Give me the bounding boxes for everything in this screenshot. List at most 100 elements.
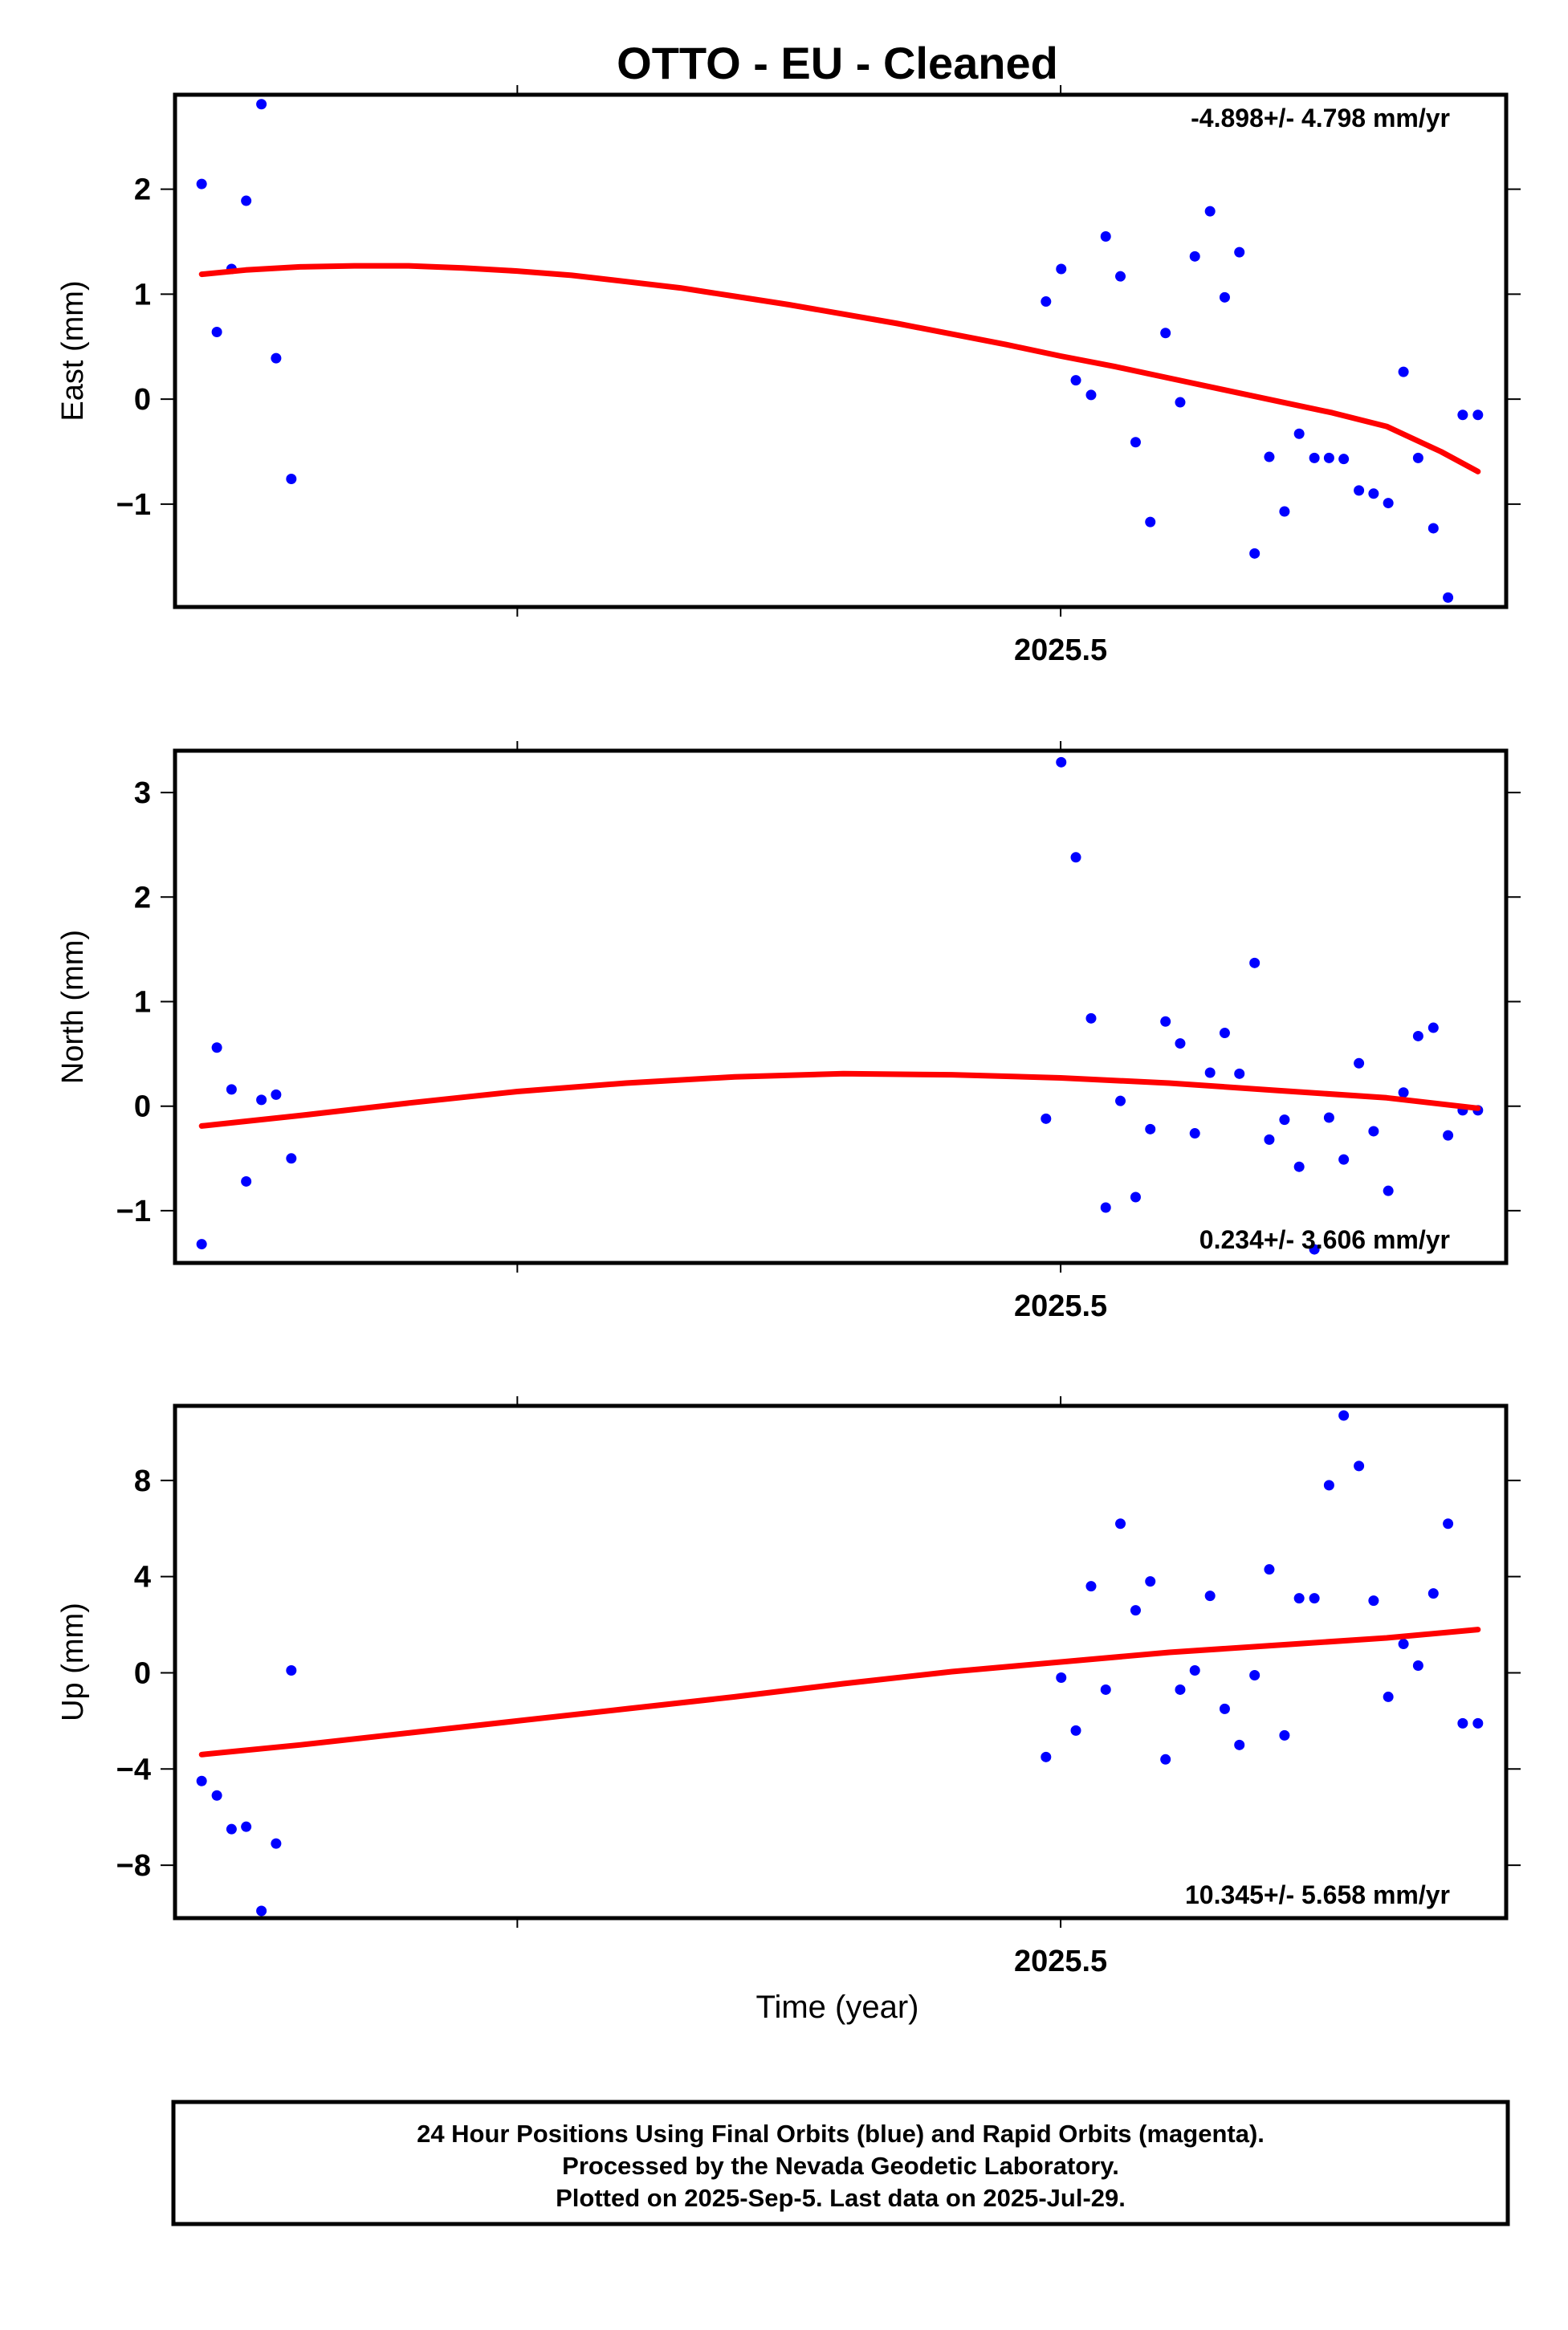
north-data-point xyxy=(226,1084,237,1095)
east-data-point xyxy=(1398,366,1409,377)
north-data-point xyxy=(1204,1067,1216,1078)
up-data-point xyxy=(211,1790,222,1801)
north-data-point xyxy=(1056,756,1067,768)
up-data-point xyxy=(1070,1725,1081,1736)
up-data-point xyxy=(1354,1460,1365,1472)
east-data-point xyxy=(1279,506,1290,517)
north-data-point xyxy=(256,1094,267,1106)
footer-box xyxy=(171,2100,1510,2226)
up-data-point xyxy=(1100,1684,1111,1695)
north-data-point xyxy=(1175,1038,1186,1049)
up-data-point xyxy=(1398,1639,1409,1650)
east-plot-frame xyxy=(173,92,1509,609)
up-x-tick-label: 2025.5 xyxy=(1014,1945,1107,1978)
east-y-tick-label: 2 xyxy=(134,173,151,207)
east-data-point xyxy=(1338,454,1350,465)
east-data-point xyxy=(1412,452,1423,463)
figure-title: OTTO - EU - Cleaned xyxy=(617,38,1058,88)
east-data-point xyxy=(1056,263,1067,275)
up-data-point xyxy=(1427,1588,1439,1599)
up-data-point xyxy=(1234,1739,1245,1750)
up-data-point xyxy=(256,1905,267,1917)
up-data-point xyxy=(1085,1581,1097,1592)
north-plot-frame xyxy=(173,748,1509,1265)
east-rate-label: -4.898+/- 4.798 mm/yr xyxy=(1191,104,1450,132)
east-y-tick-label: 1 xyxy=(134,278,151,312)
north-fit-line xyxy=(198,1070,1481,1129)
up-y-tick-label: 4 xyxy=(134,1561,151,1595)
up-data-point xyxy=(196,1775,207,1786)
north-data-point xyxy=(271,1089,282,1100)
north-data-point xyxy=(1323,1112,1334,1123)
north-data-point xyxy=(1383,1185,1394,1196)
north-data-point xyxy=(1130,1191,1141,1203)
up-y-tick-label: 0 xyxy=(134,1656,151,1690)
north-data-point xyxy=(1309,1244,1320,1255)
east-data-point xyxy=(1145,516,1156,528)
north-data-point xyxy=(1189,1128,1200,1139)
east-data-point xyxy=(1085,389,1097,401)
north-data-point xyxy=(1085,1012,1097,1024)
east-data-point xyxy=(271,352,282,364)
up-data-point xyxy=(1323,1480,1334,1491)
east-data-point xyxy=(241,195,252,206)
east-y-axis-label: East (mm) xyxy=(56,280,90,421)
up-data-point xyxy=(286,1664,297,1676)
east-fit-line xyxy=(198,263,1481,475)
north-points xyxy=(196,756,1484,1255)
up-data-point xyxy=(241,1821,252,1832)
east-data-point xyxy=(1323,452,1334,463)
north-data-point xyxy=(1041,1113,1052,1124)
up-data-point xyxy=(1056,1672,1067,1683)
up-data-point xyxy=(1293,1593,1305,1604)
up-y-tick-label: 8 xyxy=(134,1464,151,1498)
east-points xyxy=(196,99,1484,603)
east-data-point xyxy=(1354,485,1365,496)
east-data-point xyxy=(1249,548,1261,559)
north-data-point xyxy=(1293,1161,1305,1172)
east-data-point xyxy=(1383,498,1394,509)
north-data-point xyxy=(1443,1130,1454,1141)
north-data-point xyxy=(1070,852,1081,863)
north-data-point xyxy=(1412,1030,1423,1041)
east-data-point xyxy=(1100,230,1111,242)
up-data-point xyxy=(1189,1664,1200,1676)
up-data-point xyxy=(1338,1410,1350,1421)
up-points xyxy=(196,1410,1484,1917)
east-x-tick-label: 2025.5 xyxy=(1014,633,1107,667)
up-data-point xyxy=(226,1823,237,1835)
north-data-point xyxy=(1398,1087,1409,1098)
up-data-point xyxy=(1279,1729,1290,1741)
up-fit-line xyxy=(198,1627,1481,1758)
north-data-point xyxy=(1219,1028,1230,1039)
east-data-point xyxy=(1368,488,1379,499)
up-y-tick-label: −4 xyxy=(116,1753,151,1786)
east-data-point xyxy=(1443,592,1454,603)
north-data-point xyxy=(1338,1154,1350,1165)
east-data-point xyxy=(1175,397,1186,408)
north-data-point xyxy=(1100,1202,1111,1213)
north-data-point xyxy=(286,1153,297,1164)
up-y-axis-label: Up (mm) xyxy=(56,1603,90,1721)
up-data-point xyxy=(1412,1660,1423,1671)
up-data-point xyxy=(1309,1593,1320,1604)
east-data-point xyxy=(1234,246,1245,258)
up-data-point xyxy=(1175,1684,1186,1695)
up-plot-frame xyxy=(173,1403,1509,1921)
north-y-tick-label: 3 xyxy=(134,776,151,810)
up-data-point xyxy=(1145,1576,1156,1587)
north-data-point xyxy=(1115,1095,1126,1106)
up-data-point xyxy=(271,1838,282,1849)
north-y-tick-label: 0 xyxy=(134,1090,151,1124)
east-y-tick-label: 0 xyxy=(134,383,151,417)
north-data-point xyxy=(1249,957,1261,968)
east-data-point xyxy=(1293,428,1305,439)
east-data-point xyxy=(1070,375,1081,386)
north-data-point xyxy=(1160,1016,1171,1027)
up-data-point xyxy=(1457,1717,1468,1729)
up-data-point xyxy=(1264,1564,1275,1575)
north-data-point xyxy=(1427,1022,1439,1033)
north-data-point xyxy=(1279,1114,1290,1126)
east-data-point xyxy=(1115,271,1126,282)
